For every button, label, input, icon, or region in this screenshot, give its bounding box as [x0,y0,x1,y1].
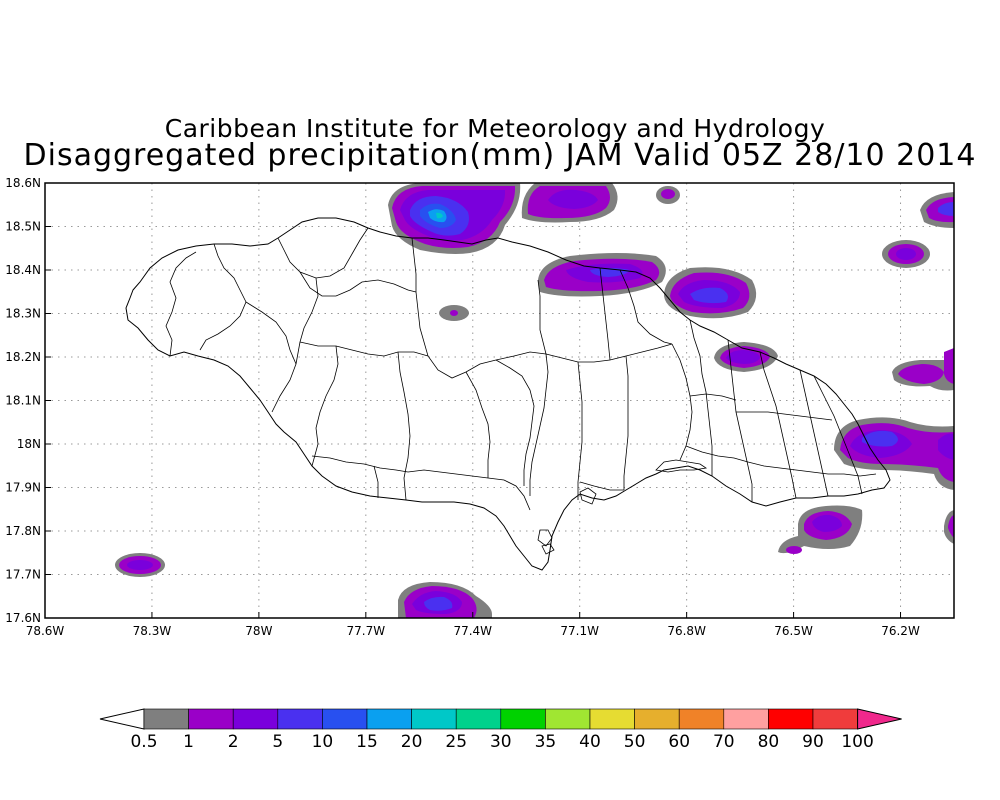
colorbar-over-triangle [857,708,902,730]
kingston-harbour [537,459,708,555]
colorbar-label: 0.5 [130,732,157,752]
colorbar-box [188,708,234,730]
precipitation-map: 78.6W 78.3W 78W 77.7W 77.4W 77.1W 76.8W 76.5W 76… [5,176,955,638]
precip-cell-central-east [714,342,778,372]
jamaica-coastline [125,217,891,571]
colorbar-label: 80 [758,732,780,752]
colorbar-label: 90 [802,732,824,752]
tick-label-lon: 78W [245,624,272,638]
chart-title: Caribbean Institute for Meteorology and … [164,114,826,143]
colorbar-box [545,708,591,730]
tick-label-lat: 18.5N [5,220,41,234]
colorbar-box [455,708,502,730]
precip-cell-east-small [882,240,930,268]
colorbar-labels: 0.5 1 2 5 10 15 20 25 30 35 40 50 60 70 80 90 100 [130,732,873,752]
tick-label-lon: 78.6W [26,624,65,638]
colorbar-label: 1 [183,732,194,752]
colorbar-label: 50 [624,732,646,752]
precipitation-cells [115,183,954,618]
precip-cell-top-center [521,183,618,223]
precip-cell-east-edge [892,346,954,391]
precip-cell-small-north [656,186,680,204]
colorbar-under-triangle [99,708,145,730]
tick-label-lon: 76.8W [667,624,706,638]
precip-cell-north-central-coast [538,253,666,297]
colorbar-box [366,708,412,730]
precip-cell-southwest [115,553,165,577]
tick-label-lat: 17.6N [5,611,41,625]
tick-label-lat: 18.2N [5,350,41,364]
tick-label-lon: 78.3W [133,624,172,638]
colorbar-box [768,708,814,730]
tick-label-lon: 77.7W [347,624,386,638]
tick-label-lon: 76.2W [881,624,920,638]
precip-cell-south [398,582,492,618]
axis-ticks: 78.6W 78.3W 78W 77.7W 77.4W 77.1W 76.8W 76.5W 76… [5,176,920,638]
tick-label-lon: 77.1W [560,624,599,638]
colorbar-label: 100 [841,732,873,752]
precip-cell-east-edge-lower [944,510,954,544]
colorbar-boxes [99,708,902,730]
colorbar-box [143,708,189,730]
plot-area [45,183,954,618]
colorbar-label: 35 [535,732,557,752]
colorbar-label: 30 [490,732,512,752]
colorbar-box [277,708,323,730]
colorbar-label: 70 [713,732,735,752]
tick-label-lat: 18N [17,437,41,451]
precip-cell-north-coast [388,183,521,254]
colorbar-box [589,708,635,730]
colorbar-label: 15 [356,732,378,752]
colorbar-label: 10 [312,732,334,752]
tick-label-lat: 17.9N [5,481,41,495]
colorbar-label: 20 [401,732,423,752]
tick-label-lon: 76.5W [774,624,813,638]
colorbar-box [500,708,546,730]
colorbar-label: 2 [228,732,239,752]
chart-subtitle: Disaggregated precipitation(mm) JAM Vali… [23,138,977,173]
precip-cell-southeast [778,505,863,554]
tick-label-lon: 77.4W [453,624,492,638]
precip-cell-central-dot [439,305,469,321]
parish-boundaries [165,227,877,511]
colorbar-box [812,708,858,730]
colorbar-label: 60 [668,732,690,752]
colorbar-box [322,708,368,730]
colorbar-label: 5 [272,732,283,752]
colorbar-box [411,708,457,730]
colorbar-box [232,708,279,730]
tick-label-lat: 18.4N [5,263,41,277]
colorbar-box [723,708,769,730]
colorbar-label: 25 [445,732,467,752]
tick-label-lat: 18.6N [5,176,41,190]
precip-cell-far-northeast [920,192,954,228]
colorbar-box [678,708,725,730]
colorbar-box [634,708,680,730]
tick-label-lat: 17.7N [5,568,41,582]
tick-label-lat: 18.1N [5,394,41,408]
precip-cell-northeast-coast [664,267,757,319]
colorbar-label: 40 [579,732,601,752]
tick-label-lat: 17.8N [5,524,41,538]
tick-label-lat: 18.3N [5,307,41,321]
